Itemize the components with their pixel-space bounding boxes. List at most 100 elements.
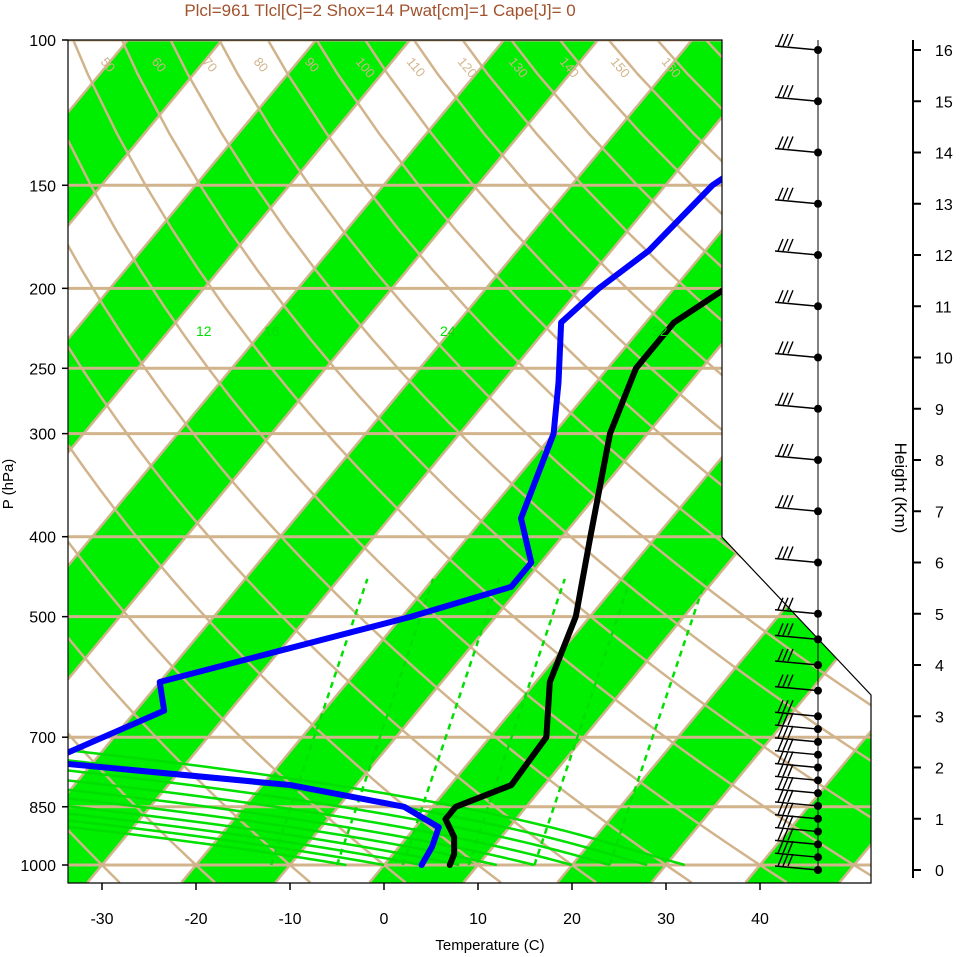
isotherm-line [556, 40, 871, 883]
wind-barb-feather [787, 238, 794, 252]
wind-barb-feather [782, 392, 789, 406]
wind-barb-feather [777, 494, 784, 508]
wind-barb-feather [782, 802, 789, 816]
isotherm-band [934, 2, 961, 882]
moist-adiabat-line [68, 321, 686, 867]
wind-barb-feather [777, 789, 784, 803]
wind-barb-feather [782, 738, 789, 751]
isotherm-line [68, 40, 255, 883]
wind-barb-column [774, 33, 822, 874]
isotherm-line [68, 40, 349, 883]
dry-adiabat-line [68, 40, 502, 883]
isotherm-line [934, 2, 961, 882]
wind-barb-feather [782, 674, 789, 687]
wind-barb-feather [782, 33, 789, 47]
dry-adiabat-label: 150 [608, 54, 633, 80]
dry-adiabat-label: 110 [404, 54, 429, 80]
wind-barb-feather [777, 289, 784, 303]
wind-barb-shaft [774, 45, 819, 51]
dry-adiabat-line [339, 40, 871, 883]
isotherm-band [557, 40, 871, 883]
x-tick-label: -10 [278, 911, 301, 928]
p-tick-label: 500 [29, 610, 56, 627]
wind-barb-feather [782, 712, 789, 726]
moist-adiabat-label: 16 [264, 323, 280, 339]
x-axis-label: Temperature (C) [435, 937, 544, 954]
wind-barb-feather [782, 341, 789, 354]
wind-barb-feather [782, 648, 789, 662]
height-tick-label: 2 [935, 761, 944, 778]
wind-barb-shaft [774, 788, 819, 794]
wind-barb-feather [782, 494, 789, 508]
wind-barb-feather [787, 494, 794, 508]
wind-barb-feather [782, 238, 789, 252]
dry-adiabat-line [0, 2, 24, 882]
wind-barb-shaft [774, 506, 819, 512]
isotherm-band [68, 40, 630, 883]
wind-barb-feather [782, 597, 789, 611]
x-tick-label: 30 [657, 911, 675, 928]
moist-adiabat-line [68, 321, 573, 867]
moist-adiabat-label: 12 [196, 323, 212, 339]
wind-barb-shaft [774, 711, 819, 717]
wind-barb-shaft [774, 352, 819, 359]
wind-barb-feather [777, 725, 784, 739]
wind-barb-shaft [774, 404, 819, 410]
wind-barb-feather [787, 623, 794, 636]
height-tick-label: 11 [935, 299, 952, 316]
dry-adiabat-line [68, 40, 312, 883]
moist-adiabat-line [68, 321, 460, 867]
wind-barb-feather [777, 136, 784, 149]
dry-adiabat-line [150, 40, 871, 883]
wind-barb-feather [782, 443, 789, 457]
x-tick-label: 0 [380, 911, 389, 928]
wind-barb-feather [787, 764, 794, 777]
p-tick-label: 1000 [20, 858, 56, 875]
dry-adiabat-line [244, 40, 871, 883]
wind-barb-shaft [774, 557, 819, 564]
wind-barb-feather [777, 776, 784, 790]
wind-barb-feather [782, 623, 789, 636]
wind-barb-shaft [774, 724, 819, 730]
p-tick-label: 200 [29, 281, 56, 298]
wind-barb-shaft [774, 301, 819, 307]
wind-barb-shaft [774, 801, 819, 807]
moist-adiabat-line [68, 321, 498, 867]
height-tick-label: 16 [935, 43, 953, 60]
p-tick-label: 150 [29, 178, 56, 195]
plot-frame [67, 39, 872, 884]
wind-barb-feather [777, 648, 784, 662]
wind-barb-feather [787, 738, 794, 751]
height-tick-label: 14 [935, 146, 953, 163]
x-tick-label: 20 [563, 911, 581, 928]
wind-barb-feather [777, 751, 784, 764]
wind-barb-feather [782, 751, 789, 764]
height-tick-label: 8 [935, 453, 944, 470]
x-tick-label: 40 [751, 911, 769, 928]
wind-barb-feather [782, 828, 789, 841]
height-tick-label: 13 [935, 197, 953, 214]
isotherm-band [68, 40, 818, 883]
height-tick-label: 7 [935, 504, 944, 521]
wind-barb-feather [777, 712, 784, 726]
wind-barb-feather [777, 33, 784, 47]
isotherm-line [744, 40, 871, 883]
dry-adiabat-line [103, 40, 871, 883]
wind-barb-shaft [774, 250, 819, 256]
wind-barb-feather [787, 597, 794, 611]
wind-barb-feather [787, 751, 794, 764]
wind-barb-feather [782, 136, 789, 149]
wind-barb-feather [787, 725, 794, 739]
wind-barb-shaft [774, 147, 819, 154]
height-tick-label: 10 [935, 351, 953, 368]
wind-barb-feather [787, 828, 794, 841]
moist-adiabat-label: 32 [652, 323, 668, 339]
wind-barb-feather [777, 546, 784, 559]
wind-barb-feather [777, 674, 784, 687]
wind-barb-feather [782, 699, 789, 713]
wind-barb-feather [782, 725, 789, 739]
height-axis-label: Height (Km) [891, 443, 910, 534]
moist-adiabat-line [68, 321, 610, 867]
wind-barb-shaft [774, 609, 819, 615]
